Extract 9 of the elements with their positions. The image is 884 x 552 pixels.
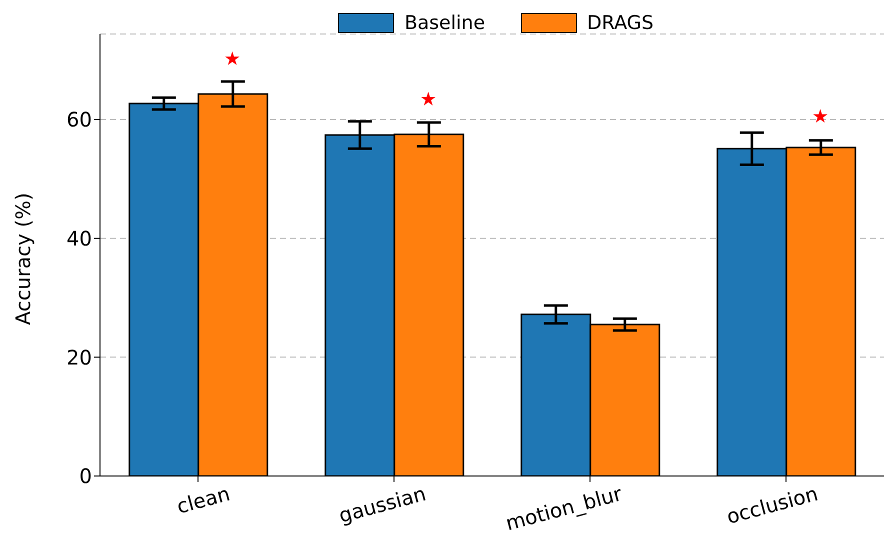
y-tick-label: 40 xyxy=(66,226,92,250)
x-tick-label: occlusion xyxy=(724,481,820,529)
legend-label: DRAGS xyxy=(587,12,654,34)
y-tick-label: 0 xyxy=(79,464,92,488)
y-axis-title: Accuracy (%) xyxy=(11,192,36,325)
y-tick-label: 20 xyxy=(66,345,92,370)
legend-label: Baseline xyxy=(404,12,486,34)
y-tick-label: 60 xyxy=(66,108,92,132)
x-tick-label: clean xyxy=(174,481,232,518)
